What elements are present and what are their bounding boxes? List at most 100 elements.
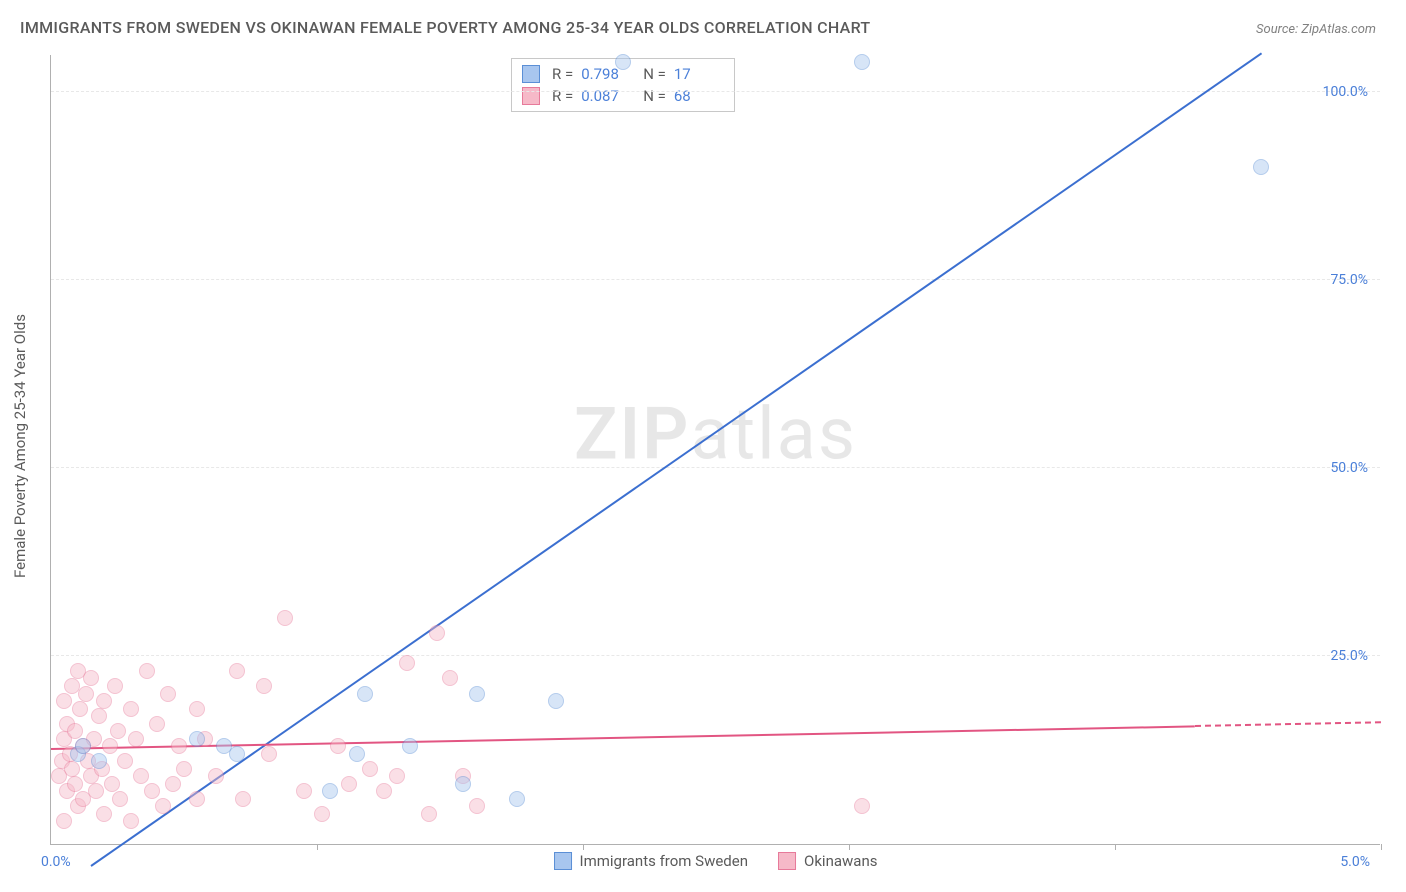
- data-point: [261, 746, 277, 762]
- x-tick: [1115, 844, 1116, 850]
- swatch-series-1: [554, 852, 572, 870]
- data-point: [160, 686, 176, 702]
- x-tick: [317, 844, 318, 850]
- watermark-bold: ZIP: [574, 391, 690, 476]
- data-point: [176, 761, 192, 777]
- data-point: [442, 670, 458, 686]
- source-attribution: Source: ZipAtlas.com: [1256, 22, 1376, 37]
- legend-stats-row: R = 0.087 N = 68: [522, 85, 724, 107]
- y-tick-label: 100.0%: [1323, 84, 1368, 100]
- data-point: [104, 776, 120, 792]
- n-value-1: 17: [674, 65, 724, 83]
- data-point: [854, 798, 870, 814]
- data-point: [421, 806, 437, 822]
- gridline: [51, 655, 1380, 656]
- swatch-series-1: [522, 65, 540, 83]
- data-point: [56, 813, 72, 829]
- data-point: [330, 738, 346, 754]
- data-point: [83, 670, 99, 686]
- data-point: [110, 723, 126, 739]
- y-tick-label: 50.0%: [1330, 460, 1368, 476]
- gridline: [51, 91, 1380, 92]
- data-point: [357, 686, 373, 702]
- data-point: [1253, 159, 1269, 175]
- data-point: [256, 678, 272, 694]
- data-point: [548, 693, 564, 709]
- chart-title: IMMIGRANTS FROM SWEDEN VS OKINAWAN FEMAL…: [20, 18, 870, 37]
- legend-item: Immigrants from Sweden: [554, 852, 748, 870]
- legend-bottom: Immigrants from Sweden Okinawans: [554, 852, 878, 870]
- data-point: [509, 791, 525, 807]
- data-point: [149, 716, 165, 732]
- data-point: [189, 701, 205, 717]
- data-point: [78, 686, 94, 702]
- data-point: [91, 753, 107, 769]
- data-point: [102, 738, 118, 754]
- watermark: ZIPatlas: [574, 391, 857, 476]
- x-tick: [1381, 844, 1382, 850]
- data-point: [165, 776, 181, 792]
- swatch-series-2: [778, 852, 796, 870]
- data-point: [322, 783, 338, 799]
- watermark-light: atlas: [690, 391, 857, 476]
- data-point: [314, 806, 330, 822]
- data-point: [64, 761, 80, 777]
- data-point: [455, 776, 471, 792]
- y-tick-label: 25.0%: [1330, 648, 1368, 664]
- data-point: [229, 663, 245, 679]
- legend-label-2: Okinawans: [804, 852, 877, 870]
- data-point: [91, 708, 107, 724]
- data-point: [96, 693, 112, 709]
- data-point: [117, 753, 133, 769]
- data-point: [72, 701, 88, 717]
- data-point: [88, 783, 104, 799]
- legend-item: Okinawans: [778, 852, 877, 870]
- plot-area: ZIPatlas R = 0.798 N = 17 R = 0.087 N = …: [50, 55, 1380, 845]
- n-label: N =: [643, 65, 666, 83]
- data-point: [56, 693, 72, 709]
- gridline: [51, 279, 1380, 280]
- data-point: [469, 686, 485, 702]
- legend-label-1: Immigrants from Sweden: [580, 852, 748, 870]
- data-point: [123, 813, 139, 829]
- data-point: [277, 610, 293, 626]
- data-point: [189, 731, 205, 747]
- data-point: [133, 768, 149, 784]
- data-point: [155, 798, 171, 814]
- data-point: [107, 678, 123, 694]
- data-point: [96, 806, 112, 822]
- data-point: [67, 776, 83, 792]
- data-point: [75, 738, 91, 754]
- x-axis-max-label: 5.0%: [1340, 854, 1370, 870]
- x-tick: [849, 844, 850, 850]
- data-point: [189, 791, 205, 807]
- trend-line: [1195, 722, 1381, 728]
- data-point: [341, 776, 357, 792]
- data-point: [128, 731, 144, 747]
- data-point: [349, 746, 365, 762]
- gridline: [51, 467, 1380, 468]
- r-label: R =: [552, 65, 573, 83]
- data-point: [362, 761, 378, 777]
- y-axis-title: Female Poverty Among 25-34 Year Olds: [11, 314, 29, 578]
- data-point: [67, 723, 83, 739]
- data-point: [235, 791, 251, 807]
- data-point: [389, 768, 405, 784]
- data-point: [399, 655, 415, 671]
- data-point: [402, 738, 418, 754]
- data-point: [139, 663, 155, 679]
- data-point: [429, 625, 445, 641]
- data-point: [296, 783, 312, 799]
- data-point: [208, 768, 224, 784]
- data-point: [229, 746, 245, 762]
- y-tick-label: 75.0%: [1330, 272, 1368, 288]
- data-point: [854, 54, 870, 70]
- data-point: [376, 783, 392, 799]
- x-axis-min-label: 0.0%: [41, 854, 71, 870]
- data-point: [615, 54, 631, 70]
- data-point: [469, 798, 485, 814]
- data-point: [112, 791, 128, 807]
- data-point: [144, 783, 160, 799]
- data-point: [123, 701, 139, 717]
- x-tick: [583, 844, 584, 850]
